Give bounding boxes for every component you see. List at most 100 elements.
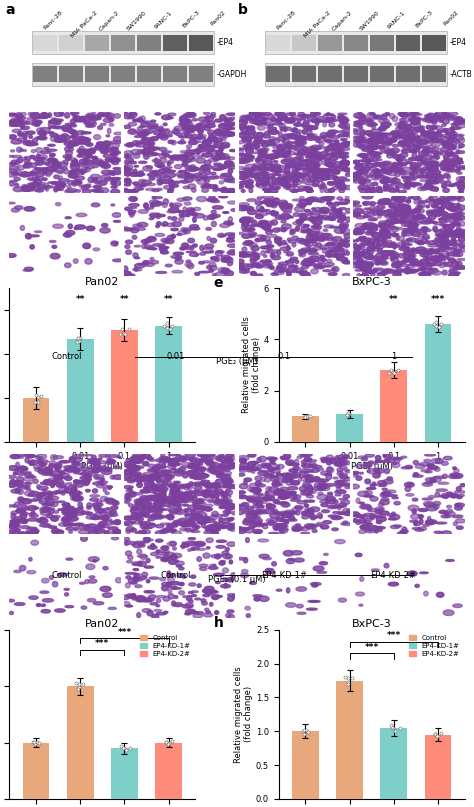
Ellipse shape — [367, 112, 375, 118]
Ellipse shape — [70, 124, 76, 127]
Ellipse shape — [439, 495, 450, 497]
Ellipse shape — [81, 169, 85, 174]
Ellipse shape — [30, 182, 40, 187]
Ellipse shape — [337, 257, 347, 261]
Ellipse shape — [395, 186, 399, 191]
Ellipse shape — [341, 229, 352, 235]
Ellipse shape — [443, 134, 449, 137]
Ellipse shape — [336, 165, 345, 169]
Ellipse shape — [202, 120, 210, 123]
Ellipse shape — [339, 473, 343, 478]
Ellipse shape — [306, 513, 312, 516]
Text: **: ** — [164, 295, 173, 303]
Ellipse shape — [243, 242, 251, 245]
Ellipse shape — [65, 506, 74, 508]
Ellipse shape — [328, 494, 332, 498]
Ellipse shape — [389, 168, 400, 169]
Ellipse shape — [424, 252, 432, 257]
Ellipse shape — [85, 512, 93, 515]
Ellipse shape — [137, 499, 144, 503]
Ellipse shape — [343, 161, 349, 164]
Ellipse shape — [328, 243, 333, 245]
Ellipse shape — [258, 150, 264, 155]
Ellipse shape — [405, 257, 410, 261]
Ellipse shape — [262, 184, 265, 186]
Ellipse shape — [92, 161, 103, 165]
Ellipse shape — [370, 202, 375, 205]
Ellipse shape — [271, 211, 275, 215]
Ellipse shape — [143, 144, 150, 149]
Ellipse shape — [116, 171, 121, 174]
Ellipse shape — [443, 130, 448, 132]
Ellipse shape — [182, 543, 189, 546]
Ellipse shape — [368, 224, 377, 228]
Ellipse shape — [54, 465, 61, 470]
Ellipse shape — [442, 475, 447, 479]
Ellipse shape — [81, 132, 91, 134]
Ellipse shape — [191, 128, 195, 132]
Ellipse shape — [388, 171, 396, 176]
Ellipse shape — [46, 171, 51, 177]
Ellipse shape — [199, 458, 206, 461]
Ellipse shape — [9, 162, 16, 165]
Ellipse shape — [313, 163, 319, 168]
Ellipse shape — [203, 553, 210, 558]
Ellipse shape — [317, 175, 324, 178]
Ellipse shape — [56, 483, 67, 487]
Ellipse shape — [34, 123, 39, 127]
Ellipse shape — [37, 454, 46, 459]
Ellipse shape — [168, 113, 176, 115]
Ellipse shape — [392, 256, 396, 257]
Ellipse shape — [437, 233, 448, 237]
Ellipse shape — [442, 531, 451, 535]
Ellipse shape — [453, 166, 460, 170]
Ellipse shape — [167, 459, 178, 462]
Ellipse shape — [113, 259, 123, 261]
Ellipse shape — [30, 113, 40, 119]
Ellipse shape — [256, 173, 267, 175]
Ellipse shape — [383, 190, 388, 191]
Ellipse shape — [95, 508, 106, 513]
Ellipse shape — [169, 182, 179, 184]
Ellipse shape — [290, 229, 295, 234]
Ellipse shape — [404, 148, 414, 150]
Ellipse shape — [185, 119, 191, 122]
Ellipse shape — [429, 118, 433, 122]
Ellipse shape — [136, 466, 140, 470]
Ellipse shape — [78, 502, 82, 507]
Ellipse shape — [434, 476, 444, 479]
Ellipse shape — [257, 155, 267, 161]
Ellipse shape — [225, 506, 235, 510]
Ellipse shape — [306, 494, 311, 495]
Ellipse shape — [299, 224, 309, 227]
Ellipse shape — [126, 469, 135, 471]
Ellipse shape — [387, 209, 395, 213]
Ellipse shape — [428, 131, 435, 133]
Ellipse shape — [197, 466, 206, 471]
Ellipse shape — [241, 205, 247, 210]
Ellipse shape — [110, 153, 116, 156]
Bar — [85, 66, 109, 82]
Point — [390, 366, 398, 379]
Ellipse shape — [109, 123, 114, 126]
Ellipse shape — [230, 122, 237, 126]
Ellipse shape — [180, 522, 190, 527]
Ellipse shape — [54, 530, 64, 533]
Text: BxPC-3: BxPC-3 — [415, 10, 434, 29]
Ellipse shape — [298, 142, 306, 144]
Ellipse shape — [72, 114, 75, 115]
Ellipse shape — [104, 468, 109, 470]
Ellipse shape — [222, 466, 228, 470]
Ellipse shape — [283, 494, 289, 497]
Ellipse shape — [69, 129, 76, 134]
Ellipse shape — [256, 509, 264, 514]
Bar — [59, 66, 82, 82]
Ellipse shape — [200, 481, 205, 485]
Ellipse shape — [273, 522, 277, 525]
Ellipse shape — [185, 112, 196, 118]
Ellipse shape — [355, 165, 359, 169]
Ellipse shape — [266, 471, 274, 476]
Ellipse shape — [449, 257, 455, 263]
Ellipse shape — [287, 150, 291, 154]
Ellipse shape — [330, 153, 335, 157]
